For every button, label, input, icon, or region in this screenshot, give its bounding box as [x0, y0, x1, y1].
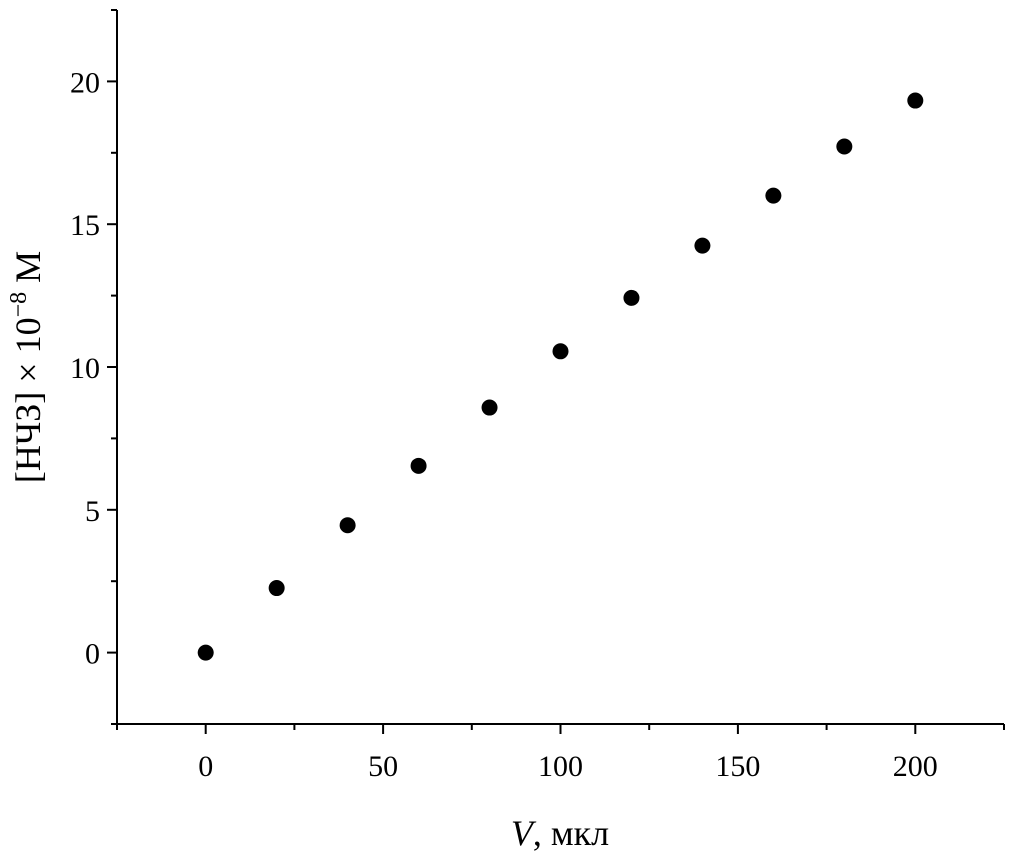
data-point: [268, 580, 285, 597]
y-tick-label: 10: [70, 352, 100, 385]
y-axis-exponent: −8: [6, 292, 32, 318]
y-axis-quantity: [НЧЗ] × 10: [8, 317, 48, 483]
x-axis-unit: , мкл: [533, 813, 609, 853]
y-axis-unit: M: [8, 251, 48, 292]
data-point: [339, 517, 356, 534]
data-point: [765, 187, 782, 204]
y-tick-label: 15: [70, 209, 100, 242]
data-point: [410, 457, 427, 474]
data-point: [836, 138, 853, 155]
y-tick-label: 5: [85, 495, 100, 528]
axes: 0 50 100 150 200 0 5 10 15 20: [70, 9, 1005, 783]
y-tick-label: 0: [85, 638, 100, 671]
data-points: [197, 92, 924, 661]
x-axis-variable: V: [511, 813, 537, 853]
data-point: [907, 92, 924, 109]
data-point: [197, 644, 214, 661]
data-point: [694, 237, 711, 254]
data-point: [552, 343, 569, 360]
x-tick-label: 0: [198, 750, 213, 783]
x-tick-label: 200: [893, 750, 938, 783]
data-point: [481, 399, 498, 416]
x-tick-label: 100: [538, 750, 583, 783]
x-axis-title: V, мкл: [511, 813, 609, 853]
data-point: [623, 289, 640, 306]
x-tick-label: 150: [715, 750, 760, 783]
y-axis-title: [НЧЗ] × 10−8 M: [6, 251, 48, 483]
x-tick-label: 50: [368, 750, 398, 783]
y-tick-label: 20: [70, 66, 100, 99]
